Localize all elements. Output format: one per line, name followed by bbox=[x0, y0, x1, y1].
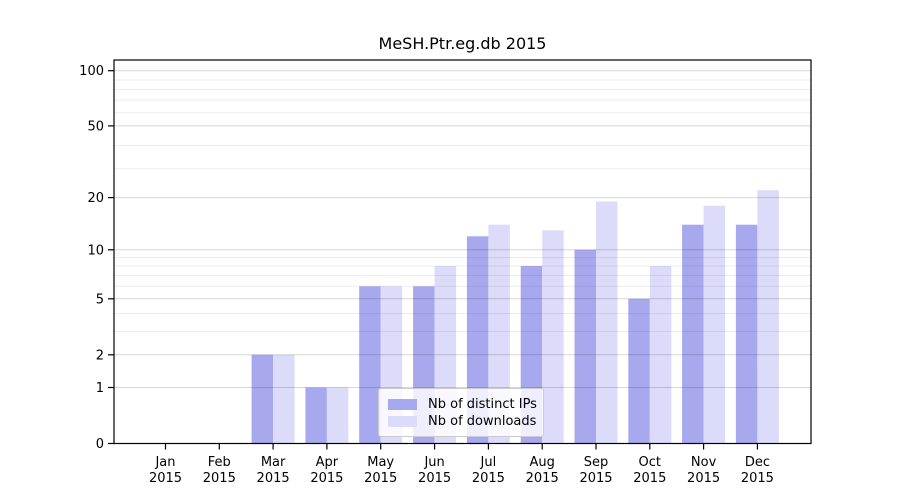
x-tick-year-jan: 2015 bbox=[149, 471, 182, 486]
x-tick-year-jul: 2015 bbox=[472, 471, 505, 486]
y-tick-label-50: 50 bbox=[87, 119, 104, 134]
x-tick-label-jan: Jan bbox=[154, 455, 175, 470]
x-tick-year-oct: 2015 bbox=[633, 471, 666, 486]
bar-oct-ips bbox=[628, 298, 650, 444]
x-tick-year-mar: 2015 bbox=[257, 471, 290, 486]
chart-title: MeSH.Ptr.eg.db 2015 bbox=[378, 34, 547, 53]
y-tick-label-1: 1 bbox=[96, 381, 104, 396]
x-tick-year-apr: 2015 bbox=[310, 471, 343, 486]
x-tick-year-jun: 2015 bbox=[418, 471, 451, 486]
legend-item-downloads: Nb of downloads bbox=[388, 413, 537, 430]
x-tick-label-apr: Apr bbox=[316, 455, 339, 470]
x-tick-label-dec: Dec bbox=[745, 455, 770, 470]
x-tick-label-jul: Jul bbox=[480, 455, 497, 470]
bar-mar-downloads bbox=[273, 354, 295, 444]
x-tick-year-may: 2015 bbox=[364, 471, 397, 486]
legend-item-distinct-ips: Nb of distinct IPs bbox=[388, 396, 537, 413]
bar-mar-ips bbox=[251, 354, 274, 444]
x-tick-year-aug: 2015 bbox=[526, 471, 559, 486]
bar-dec-downloads bbox=[757, 190, 779, 444]
x-tick-label-sep: Sep bbox=[584, 455, 609, 470]
y-tick-label-20: 20 bbox=[87, 191, 104, 206]
bar-oct-downloads bbox=[649, 266, 672, 444]
x-tick-year-feb: 2015 bbox=[203, 471, 236, 486]
bar-nov-downloads bbox=[703, 205, 726, 444]
x-tick-label-feb: Feb bbox=[208, 455, 231, 470]
legend-swatch-downloads bbox=[388, 416, 417, 427]
x-tick-label-oct: Oct bbox=[639, 455, 661, 470]
legend-label-downloads: Nb of downloads bbox=[428, 414, 537, 429]
legend: Nb of distinct IPs Nb of downloads bbox=[378, 388, 544, 437]
bar-sep-ips bbox=[574, 249, 596, 444]
plot-frame bbox=[113, 59, 812, 445]
x-tick-label-aug: Aug bbox=[530, 455, 555, 470]
x-tick-year-sep: 2015 bbox=[579, 471, 612, 486]
x-tick-year-dec: 2015 bbox=[741, 471, 774, 486]
x-tick-label-mar: Mar bbox=[261, 455, 286, 470]
bar-apr-downloads bbox=[326, 387, 349, 444]
x-tick-year-nov: 2015 bbox=[687, 471, 720, 486]
bar-may-ips bbox=[359, 286, 381, 444]
y-tick-label-10: 10 bbox=[87, 243, 104, 258]
x-tick-label-may: May bbox=[367, 455, 394, 470]
y-tick-label-2: 2 bbox=[96, 348, 104, 363]
bar-dec-ips bbox=[735, 224, 758, 444]
legend-swatch-distinct-ips bbox=[388, 399, 417, 410]
bar-aug-downloads bbox=[542, 230, 564, 444]
x-tick-label-nov: Nov bbox=[691, 455, 717, 470]
bar-sep-downloads bbox=[596, 201, 618, 444]
y-tick-label-100: 100 bbox=[79, 64, 104, 79]
y-tick-label-5: 5 bbox=[96, 292, 104, 307]
bar-apr-ips bbox=[305, 387, 327, 444]
y-tick-label-0: 0 bbox=[96, 437, 104, 452]
x-tick-label-jun: Jun bbox=[423, 455, 444, 470]
bar-nov-ips bbox=[682, 224, 704, 444]
legend-label-distinct-ips: Nb of distinct IPs bbox=[428, 397, 537, 412]
